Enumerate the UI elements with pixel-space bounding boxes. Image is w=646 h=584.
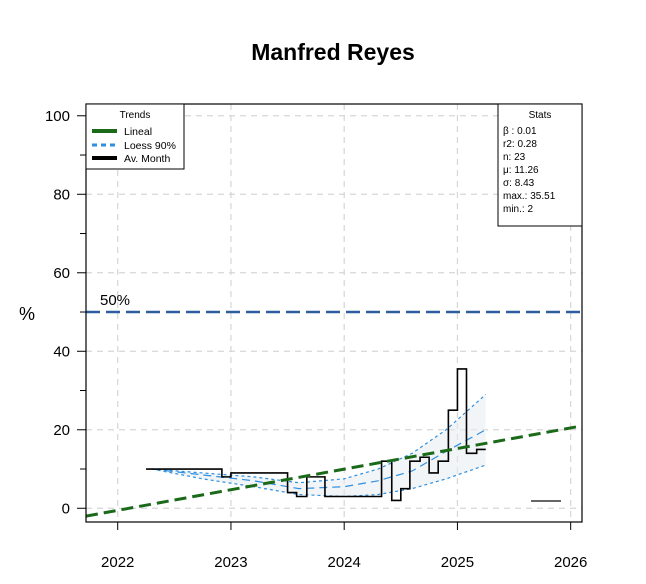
y-tick-label-3: 60 xyxy=(53,265,70,282)
y-tick-label-5: 100 xyxy=(45,108,70,125)
legend-label-lineal: Lineal xyxy=(124,126,152,138)
x-tick-label-0: 2022 xyxy=(101,554,134,571)
y-tick-label-2: 40 xyxy=(53,343,70,360)
stats-n: n: 23 xyxy=(503,152,526,163)
x-tick-label-1: 2023 xyxy=(214,554,247,571)
legend-title: Trends xyxy=(120,110,151,121)
stats-sd: σ: 8.43 xyxy=(503,178,535,189)
y-axis-label: % xyxy=(19,304,35,324)
legend-label-av-month: Av. Month xyxy=(124,153,170,165)
loess-line xyxy=(151,429,487,490)
y-tick-label-1: 20 xyxy=(53,422,70,439)
x-tick-label-4: 2026 xyxy=(554,554,587,571)
stats-box: Stats β : 0.01 r2: 0.28 n: 23 μ: 11.26 σ… xyxy=(497,103,583,227)
legend-label-loess: Loess 90% xyxy=(124,140,176,152)
y-tick-label-0: 0 xyxy=(62,500,70,517)
loess-upper-line xyxy=(151,393,487,484)
stats-min: min.: 2 xyxy=(503,204,533,215)
stats-beta: β : 0.01 xyxy=(503,126,537,137)
x-tick-label-3: 2025 xyxy=(441,554,474,571)
watermark-mark xyxy=(531,500,561,502)
stats-frame xyxy=(497,103,583,227)
lineal-trend-line xyxy=(85,424,583,518)
reference-line-label: 50% xyxy=(100,292,130,309)
x-tick-label-2: 2024 xyxy=(328,554,361,571)
series-group xyxy=(85,368,583,518)
x-axis: 2022 2023 2024 2025 2026 xyxy=(101,522,587,571)
y-tick-label-4: 80 xyxy=(53,186,70,203)
loess-band xyxy=(151,394,486,497)
stats-mean: μ: 11.26 xyxy=(503,165,539,176)
y-axis: 0 20 40 60 80 100 xyxy=(45,108,86,517)
stats-r2: r2: 0.28 xyxy=(503,139,537,150)
stats-title: Stats xyxy=(529,110,552,121)
loess-confidence-band xyxy=(151,394,486,497)
reference-line-group: 50% xyxy=(86,292,582,314)
plot-frame xyxy=(85,103,583,523)
legend: Trends Lineal Loess 90% Av. Month xyxy=(85,103,185,170)
stats-max: max.: 35.51 xyxy=(503,191,556,202)
chart-title: Manfred Reyes xyxy=(251,39,415,65)
